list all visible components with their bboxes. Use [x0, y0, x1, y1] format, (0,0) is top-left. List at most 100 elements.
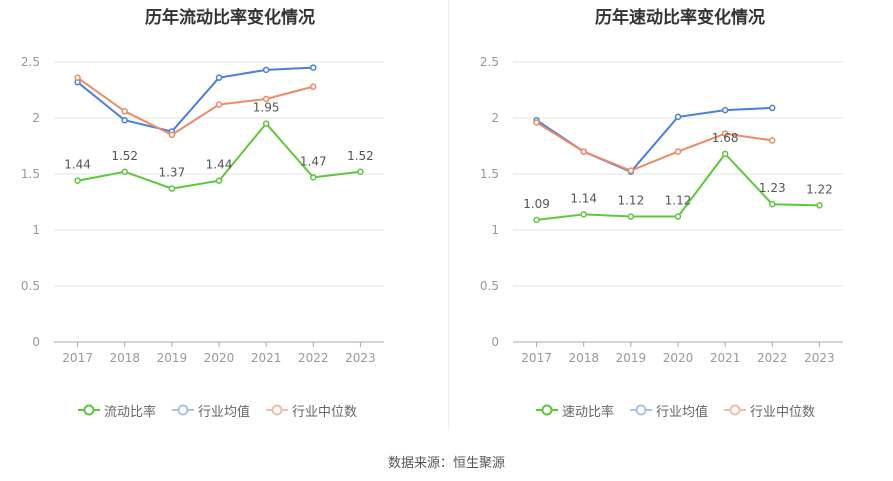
data-point [310, 174, 317, 181]
legend-label: 流动比率 [104, 404, 157, 420]
data-point [627, 167, 635, 174]
data-point [215, 101, 223, 108]
legend-label: 行业均值 [198, 404, 251, 420]
data-label: 1.95 [253, 101, 280, 115]
x-tick-label: 2017 [62, 351, 93, 365]
legend-item-industry-median[interactable]: 行业中位数 [266, 401, 357, 420]
data-point [168, 131, 176, 139]
y-tick-label: 0 [491, 335, 499, 349]
data-point [357, 168, 364, 176]
data-point [674, 148, 682, 155]
x-tick-label: 2019 [616, 351, 647, 365]
data-point [262, 66, 270, 74]
y-tick-label: 2.5 [480, 55, 499, 69]
data-label: 1.68 [712, 131, 739, 145]
data-point [74, 74, 81, 81]
y-tick-label: 1 [491, 223, 499, 237]
y-tick-label: 2 [491, 111, 499, 125]
data-point [769, 200, 776, 208]
x-tick-label: 2019 [157, 351, 188, 365]
x-tick-label: 2017 [521, 351, 552, 365]
x-tick-label: 2018 [109, 351, 140, 365]
data-label: 1.22 [806, 182, 833, 196]
legend-marker-icon [266, 404, 289, 416]
data-point [721, 150, 729, 158]
y-tick-label: 2 [32, 111, 40, 125]
legend-marker-icon [630, 404, 653, 416]
y-tick-label: 1 [32, 223, 40, 237]
data-point [580, 148, 587, 155]
data-point [121, 108, 128, 115]
y-tick-label: 1.5 [21, 167, 40, 181]
data-point [310, 83, 317, 90]
data-point [769, 104, 776, 112]
data-point [262, 95, 270, 103]
data-point [721, 106, 729, 114]
y-tick-label: 0.5 [21, 279, 40, 293]
legend-label: 行业中位数 [292, 404, 358, 420]
data-point [121, 168, 128, 176]
y-tick-label: 0 [32, 335, 40, 349]
data-point [262, 120, 270, 127]
chart-title-quick-ratio: 历年速动比率变化情况 [595, 8, 765, 28]
data-point [310, 64, 317, 71]
legend-quick-ratio: 速动比率 行业均值 行业中位数 [536, 400, 831, 420]
x-tick-label: 2020 [204, 351, 235, 365]
data-label: 1.09 [523, 197, 550, 211]
data-point [215, 74, 223, 81]
quick-ratio-chart: 0 0.5 1 1.5 2 2.5 2017 2018 2019 2020 2021 2022 2023… [480, 55, 843, 365]
data-label: 1.52 [347, 149, 374, 163]
panel-divider [448, 0, 449, 430]
data-label: 1.14 [570, 191, 597, 205]
data-label: 1.44 [64, 158, 91, 172]
data-label: 1.12 [665, 194, 692, 208]
data-label: 1.52 [111, 149, 138, 163]
data-point [721, 130, 729, 137]
series-line-1 [76, 66, 314, 133]
legend-item-industry-median[interactable]: 行业中位数 [724, 401, 815, 420]
legend-marker-icon [78, 404, 100, 416]
data-point [215, 177, 223, 184]
data-point [74, 177, 81, 184]
y-tick-label: 1.5 [480, 167, 499, 181]
data-point [121, 116, 128, 124]
y-tick-label: 2.5 [21, 55, 40, 69]
data-point [769, 137, 776, 144]
data-point [580, 211, 587, 218]
legend-item-quick-ratio[interactable]: 速动比率 [536, 401, 614, 420]
data-point [533, 119, 540, 126]
x-tick-label: 2022 [757, 351, 788, 365]
y-tick-label: 0.5 [480, 279, 499, 293]
chart-title-current-ratio: 历年流动比率变化情况 [145, 8, 315, 28]
x-tick-label: 2020 [663, 351, 694, 365]
x-tick-label: 2021 [710, 351, 741, 365]
legend-marker-icon [536, 404, 558, 416]
data-point [674, 113, 682, 121]
data-point [168, 185, 176, 192]
x-tick-label: 2022 [298, 351, 329, 365]
data-label: 1.47 [300, 154, 327, 168]
legend-item-industry-average[interactable]: 行业均值 [630, 401, 708, 420]
data-label: 1.37 [158, 166, 185, 180]
data-label: 1.44 [206, 158, 233, 172]
legend-marker-icon [724, 404, 747, 416]
x-tick-label: 2023 [345, 351, 376, 365]
legend-item-current-ratio[interactable]: 流动比率 [78, 401, 156, 420]
data-point [627, 213, 635, 220]
data-label: 1.23 [759, 181, 786, 195]
legend-item-industry-average[interactable]: 行业均值 [172, 401, 250, 420]
data-source-note: 数据来源：恒生聚源 [387, 456, 505, 471]
legend-current-ratio: 流动比率 行业均值 行业中位数 [78, 400, 373, 420]
x-tick-label: 2023 [804, 351, 835, 365]
legend-label: 行业均值 [656, 404, 709, 420]
data-point [816, 202, 823, 209]
legend-marker-icon [172, 404, 195, 416]
x-tick-label: 2021 [251, 351, 282, 365]
data-point [674, 213, 682, 220]
data-label: 1.12 [617, 194, 644, 208]
x-tick-label: 2018 [568, 351, 599, 365]
series-line-2 [536, 121, 773, 172]
legend-label: 速动比率 [562, 404, 615, 420]
